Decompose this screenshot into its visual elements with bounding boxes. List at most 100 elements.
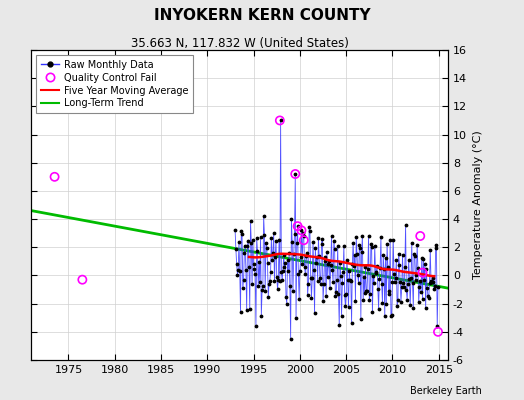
Point <box>299 230 307 236</box>
Point <box>353 250 361 257</box>
Point <box>380 312 389 319</box>
Point <box>286 283 294 289</box>
Point <box>252 322 260 329</box>
Point <box>296 268 304 274</box>
Point <box>304 280 313 287</box>
Point <box>318 240 326 247</box>
Point <box>233 261 241 267</box>
Point <box>331 293 340 299</box>
Point <box>282 300 291 307</box>
Point <box>395 262 403 268</box>
Point <box>357 249 366 256</box>
Point <box>409 304 418 311</box>
Point <box>372 269 380 276</box>
Point <box>429 275 438 281</box>
Point <box>283 257 292 263</box>
Point <box>432 245 441 252</box>
Point <box>256 234 265 240</box>
Point <box>370 280 378 286</box>
Point <box>408 240 416 246</box>
Point <box>433 323 441 330</box>
Point <box>253 235 261 241</box>
Point <box>334 290 343 297</box>
Point <box>401 222 410 228</box>
Point <box>355 242 364 249</box>
Point <box>249 261 258 267</box>
Point <box>357 316 365 322</box>
Point <box>272 274 281 280</box>
Point <box>289 288 297 294</box>
Point <box>343 257 351 263</box>
Point <box>287 336 295 342</box>
Point <box>431 242 440 248</box>
Point <box>264 293 272 300</box>
Point <box>335 322 343 328</box>
Point <box>410 250 418 257</box>
Point <box>279 252 288 258</box>
Point <box>329 279 337 285</box>
Point <box>350 263 358 270</box>
Point <box>418 270 427 276</box>
Point <box>391 275 400 281</box>
Point <box>382 301 390 307</box>
Point <box>368 309 377 316</box>
Point <box>341 303 350 310</box>
Point <box>235 239 243 245</box>
Point <box>235 268 244 274</box>
Point <box>348 261 356 267</box>
Point <box>313 277 322 284</box>
Point <box>243 243 252 249</box>
Point <box>282 294 290 300</box>
Point <box>396 279 405 285</box>
Point <box>393 303 401 309</box>
Point <box>232 246 240 252</box>
Point <box>265 281 273 287</box>
Point <box>377 234 385 240</box>
Legend: Raw Monthly Data, Quality Control Fail, Five Year Moving Average, Long-Term Tren: Raw Monthly Data, Quality Control Fail, … <box>36 55 193 113</box>
Point <box>336 260 344 266</box>
Point <box>297 227 305 234</box>
Point <box>412 272 421 278</box>
Point <box>266 269 275 275</box>
Point <box>405 276 413 282</box>
Point <box>381 255 390 261</box>
Point <box>242 267 250 273</box>
Point <box>247 240 256 247</box>
Point <box>403 281 412 288</box>
Point <box>434 284 442 291</box>
Point <box>246 306 254 312</box>
Point <box>291 171 299 177</box>
Point <box>328 267 336 274</box>
Title: 35.663 N, 117.832 W (United States): 35.663 N, 117.832 W (United States) <box>131 37 348 50</box>
Point <box>387 313 395 320</box>
Point <box>318 236 326 242</box>
Point <box>234 267 243 273</box>
Point <box>385 288 393 294</box>
Point <box>257 313 266 319</box>
Point <box>312 259 320 266</box>
Point <box>290 251 298 258</box>
Point <box>424 293 432 300</box>
Point <box>307 274 315 281</box>
Point <box>336 272 345 279</box>
Point <box>421 261 429 267</box>
Point <box>376 264 384 271</box>
Point <box>374 306 383 312</box>
Point <box>249 237 257 244</box>
Point <box>380 266 388 272</box>
Point <box>341 292 349 298</box>
Point <box>390 278 399 285</box>
Point <box>411 276 420 283</box>
Point <box>323 274 332 280</box>
Point <box>326 262 335 268</box>
Point <box>300 264 309 270</box>
Point <box>269 230 278 236</box>
Point <box>428 279 436 285</box>
Point <box>424 294 433 301</box>
Point <box>254 283 263 289</box>
Point <box>259 283 267 289</box>
Point <box>314 234 323 241</box>
Point <box>394 297 402 304</box>
Point <box>379 252 387 258</box>
Point <box>292 240 301 246</box>
